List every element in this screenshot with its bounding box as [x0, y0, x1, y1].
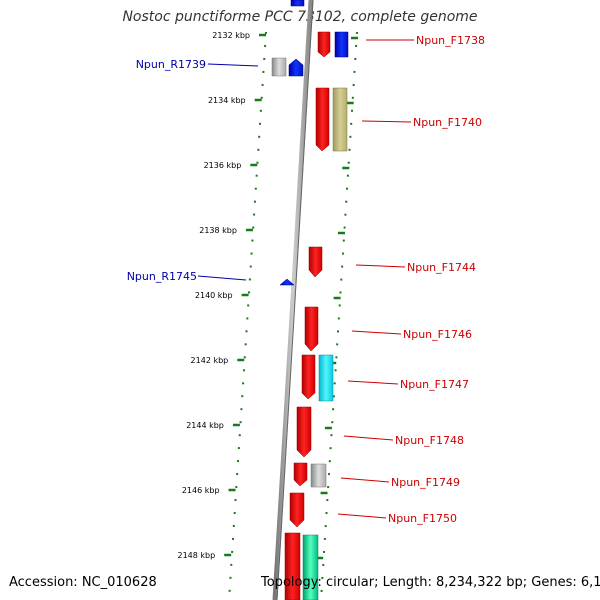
- tick-label: 2132 kbp: [212, 31, 250, 40]
- outer-tick-track: [228, 31, 267, 600]
- gene-npun-f1738[interactable]: [317, 31, 331, 58]
- gene-npun-f1740-partner[interactable]: [332, 87, 348, 152]
- gene-npun-f1749-partner[interactable]: [310, 463, 327, 488]
- gene-npun-f1744[interactable]: [308, 246, 323, 278]
- tick-label: 2148 kbp: [177, 551, 215, 560]
- gene-npun-f1747[interactable]: [301, 354, 316, 400]
- gene-npun-f1738-partner[interactable]: [334, 31, 349, 58]
- forward-genes: [284, 0, 349, 600]
- gene-label-f1749[interactable]: Npun_F1749: [391, 476, 460, 489]
- tick-label: 2134 kbp: [208, 96, 246, 105]
- gene-npun-f1749[interactable]: [293, 462, 308, 487]
- gene-label-r1739[interactable]: Npun_R1739: [136, 58, 206, 71]
- genome-backbone: [272, 0, 314, 600]
- tick-label: 2138 kbp: [199, 226, 237, 235]
- gene-label-f1747[interactable]: Npun_F1747: [400, 378, 469, 391]
- gene-label-f1750[interactable]: Npun_F1750: [388, 512, 457, 525]
- scale-ticks: 2132 kbp 2134 kbp 2136 kbp 2138 kbp 2140 kbp…: [177, 31, 358, 560]
- tick-label: 2136 kbp: [204, 161, 242, 170]
- gene-npun-f1750[interactable]: [289, 492, 305, 528]
- tick-label: 2140 kbp: [195, 291, 233, 300]
- gene-label-f1744[interactable]: Npun_F1744: [407, 261, 476, 274]
- gene-npun-f1747-partner[interactable]: [318, 354, 334, 402]
- gene-labels: Npun_F1738 Npun_F1740 Npun_F1744 Npun_F1…: [127, 34, 485, 525]
- reverse-genes: [271, 57, 304, 286]
- gene-segment-blue-top[interactable]: [290, 0, 305, 7]
- gene-npun-r1739-partner[interactable]: [271, 57, 287, 77]
- gene-label-f1738[interactable]: Npun_F1738: [416, 34, 485, 47]
- tick-label: 2144 kbp: [186, 421, 224, 430]
- tick-label: 2142 kbp: [191, 356, 229, 365]
- gene-npun-f1746[interactable]: [304, 306, 319, 352]
- gene-npun-r1745[interactable]: [279, 278, 295, 286]
- accession-label: Accession: NC_010628: [9, 575, 157, 590]
- leader-lines: [197, 39, 414, 519]
- gene-npun-f1748[interactable]: [296, 406, 312, 458]
- gene-label-f1746[interactable]: Npun_F1746: [403, 328, 472, 341]
- gene-label-f1748[interactable]: Npun_F1748: [395, 434, 464, 447]
- genome-title: Nostoc punctiforme PCC 73102, complete g…: [122, 9, 478, 25]
- tick-label: 2146 kbp: [182, 486, 220, 495]
- backbone-shadow: [276, 0, 314, 600]
- topology-label: Topology: circular; Length: 8,234,322 bp…: [261, 575, 600, 590]
- gene-npun-r1739[interactable]: [288, 58, 304, 77]
- gene-npun-f1740[interactable]: [315, 87, 330, 152]
- gene-label-f1740[interactable]: Npun_F1740: [413, 116, 482, 129]
- gene-segment-teal-bottom[interactable]: [302, 534, 319, 600]
- gene-segment-red-bottom[interactable]: [284, 532, 301, 600]
- gene-label-r1745[interactable]: Npun_R1745: [127, 270, 197, 283]
